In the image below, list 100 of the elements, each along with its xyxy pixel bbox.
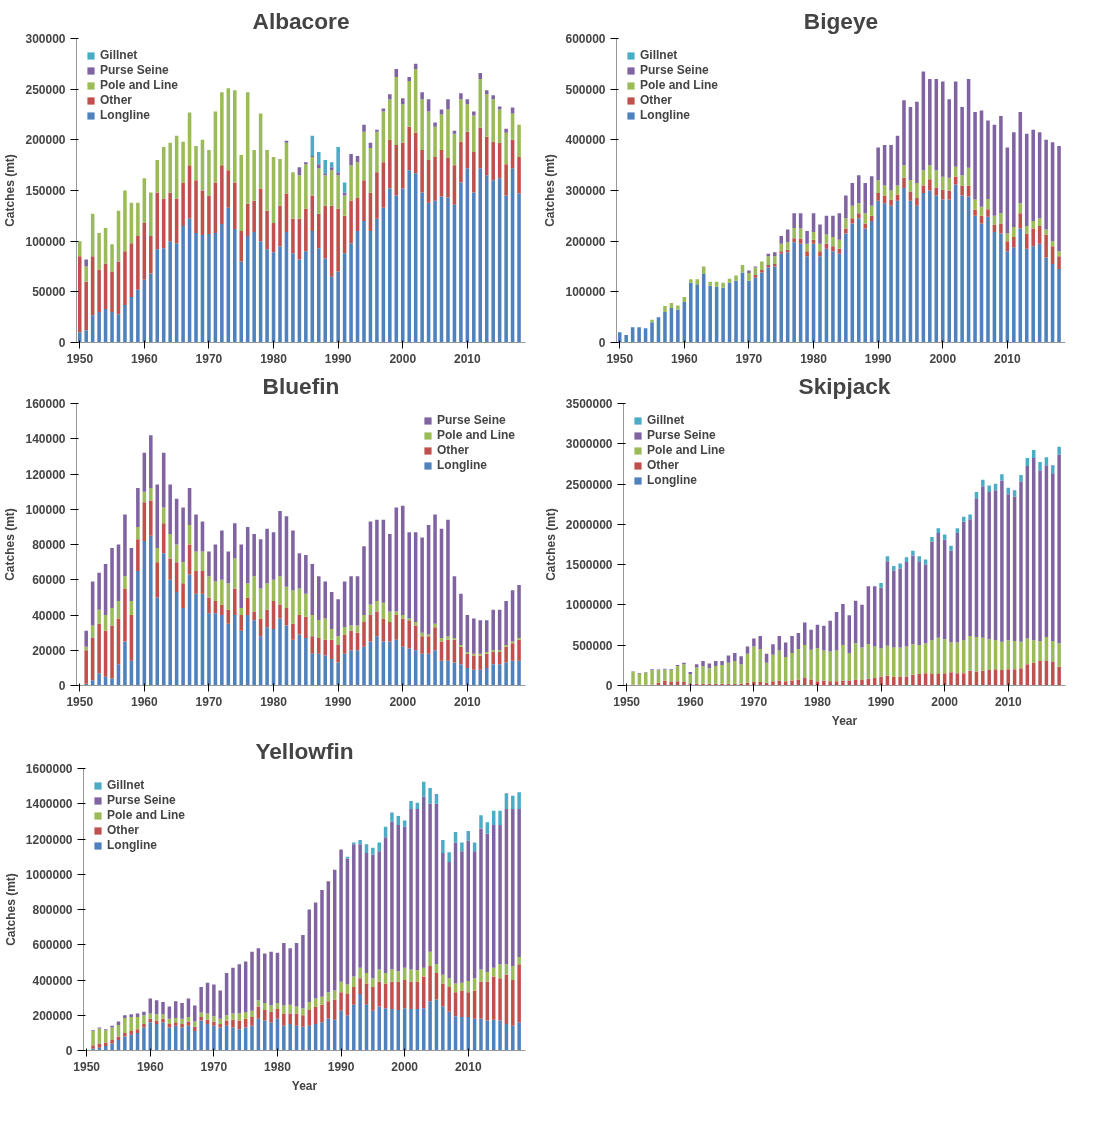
y-tick-label: 200000 bbox=[32, 1008, 73, 1023]
y-tick-label: 100000 bbox=[565, 285, 606, 300]
chart-title: Skipjack bbox=[798, 372, 891, 399]
x-tick-label: 1950 bbox=[613, 694, 641, 709]
y-axis-title: Catches (mt) bbox=[3, 508, 18, 581]
x-axis-title: Year bbox=[291, 1078, 318, 1093]
y-tick-label: 120000 bbox=[25, 467, 66, 482]
x-tick-label: 1950 bbox=[66, 351, 94, 366]
x-tick-label: 1960 bbox=[676, 694, 704, 709]
legend-label: Pole and Line bbox=[647, 443, 726, 457]
legend-label: Other bbox=[100, 93, 133, 107]
x-tick-label: 2010 bbox=[454, 694, 482, 709]
x-tick-label: 1990 bbox=[324, 694, 352, 709]
legend-label: Purse Seine bbox=[107, 793, 176, 807]
x-tick-label: 2000 bbox=[389, 351, 417, 366]
y-tick-label: 100000 bbox=[25, 234, 66, 249]
legend-label: Pole and Line bbox=[100, 78, 179, 92]
legend-label: Longline bbox=[640, 108, 690, 122]
y-tick-label: 1000000 bbox=[25, 867, 73, 882]
x-tick-label: 1990 bbox=[864, 351, 892, 366]
x-tick-label: 2000 bbox=[389, 694, 417, 709]
y-tick-label: 140000 bbox=[25, 432, 66, 447]
x-tick-label: 1980 bbox=[260, 694, 288, 709]
legend-label: Purse Seine bbox=[436, 413, 506, 427]
y-tick-label: 1400000 bbox=[25, 797, 73, 812]
x-tick-label: 1950 bbox=[73, 1059, 101, 1074]
x-axis-title: Year bbox=[831, 713, 858, 728]
legend-label: Other bbox=[647, 458, 680, 472]
legend-label: Purse Seine bbox=[640, 63, 709, 77]
x-tick-label: 1980 bbox=[800, 351, 828, 366]
legend-label: Pole and Line bbox=[640, 78, 719, 92]
y-tick-label: 3500000 bbox=[565, 397, 613, 411]
legend-label: Other bbox=[107, 823, 140, 837]
y-axis-title: Catches (mt) bbox=[3, 873, 18, 946]
x-tick-label: 1990 bbox=[867, 694, 895, 709]
legend-label: Longline bbox=[436, 458, 487, 472]
legend-label: Pole and Line bbox=[436, 428, 515, 442]
legend-label: Other bbox=[640, 93, 673, 107]
legend-label: Pole and Line bbox=[107, 808, 186, 822]
legend-label: Gillnet bbox=[107, 778, 145, 792]
y-tick-label: 80000 bbox=[32, 538, 66, 552]
x-tick-label: 2010 bbox=[454, 1059, 482, 1074]
x-tick-label: 1960 bbox=[130, 694, 159, 709]
y-tick-label: 50000 bbox=[32, 285, 66, 300]
y-tick-label: 400000 bbox=[565, 133, 606, 148]
legend-label: Gillnet bbox=[647, 413, 685, 427]
x-tick-label: 1980 bbox=[804, 694, 832, 709]
legend-label: Purse Seine bbox=[647, 428, 716, 442]
legend-label: Gillnet bbox=[100, 48, 138, 62]
y-axis-title: Catches (mt) bbox=[3, 154, 18, 227]
y-tick-label: 0 bbox=[58, 336, 66, 350]
y-tick-label: 3000000 bbox=[565, 437, 613, 452]
x-tick-label: 1970 bbox=[195, 351, 223, 366]
chart-title: Bluefin bbox=[262, 372, 340, 399]
x-tick-label: 1960 bbox=[670, 351, 699, 366]
x-tick-label: 2000 bbox=[931, 694, 959, 709]
y-tick-label: 250000 bbox=[25, 82, 66, 97]
y-tick-label: 600000 bbox=[32, 938, 73, 953]
x-tick-label: 1980 bbox=[264, 1059, 292, 1074]
x-tick-label: 2000 bbox=[391, 1059, 419, 1074]
y-tick-label: 400000 bbox=[32, 973, 73, 988]
x-tick-label: 1970 bbox=[195, 694, 223, 709]
y-tick-label: 20000 bbox=[32, 643, 66, 658]
x-tick-label: 2010 bbox=[994, 694, 1022, 709]
x-tick-label: 2000 bbox=[929, 351, 957, 366]
legend-label: Other bbox=[436, 443, 469, 457]
y-tick-label: 60000 bbox=[32, 573, 66, 588]
x-tick-label: 1960 bbox=[130, 351, 159, 366]
y-tick-label: 0 bbox=[65, 1044, 73, 1058]
x-tick-label: 1960 bbox=[136, 1059, 164, 1074]
y-tick-label: 500000 bbox=[572, 638, 613, 653]
y-tick-label: 0 bbox=[598, 336, 606, 350]
chart-title: Albacore bbox=[252, 7, 350, 34]
legend-label: Longline bbox=[647, 473, 697, 487]
y-tick-label: 200000 bbox=[25, 133, 66, 148]
x-tick-label: 1970 bbox=[200, 1059, 228, 1074]
legend-label: Longline bbox=[107, 838, 157, 852]
y-tick-label: 600000 bbox=[565, 32, 606, 46]
y-tick-label: 1500000 bbox=[565, 558, 613, 573]
y-tick-label: 2000000 bbox=[565, 517, 613, 532]
y-tick-label: 2500000 bbox=[565, 477, 613, 492]
y-tick-label: 100000 bbox=[25, 502, 66, 517]
x-tick-label: 1970 bbox=[735, 351, 763, 366]
y-tick-label: 1600000 bbox=[25, 762, 73, 776]
y-tick-label: 800000 bbox=[32, 903, 73, 917]
legend-label: Longline bbox=[100, 108, 150, 122]
x-tick-label: 1990 bbox=[327, 1059, 355, 1074]
y-tick-label: 160000 bbox=[25, 397, 66, 411]
x-tick-label: 1950 bbox=[66, 694, 94, 709]
x-tick-label: 1980 bbox=[260, 351, 288, 366]
x-tick-label: 1990 bbox=[324, 351, 352, 366]
y-tick-label: 1000000 bbox=[565, 598, 613, 613]
legend-label: Gillnet bbox=[640, 48, 678, 62]
y-tick-label: 1200000 bbox=[25, 832, 73, 847]
x-tick-label: 2010 bbox=[454, 351, 482, 366]
y-tick-label: 500000 bbox=[565, 82, 606, 97]
y-tick-label: 300000 bbox=[25, 32, 66, 46]
chart-title: Bigeye bbox=[803, 7, 879, 34]
y-tick-label: 40000 bbox=[32, 608, 66, 623]
legend-label: Purse Seine bbox=[100, 63, 169, 77]
